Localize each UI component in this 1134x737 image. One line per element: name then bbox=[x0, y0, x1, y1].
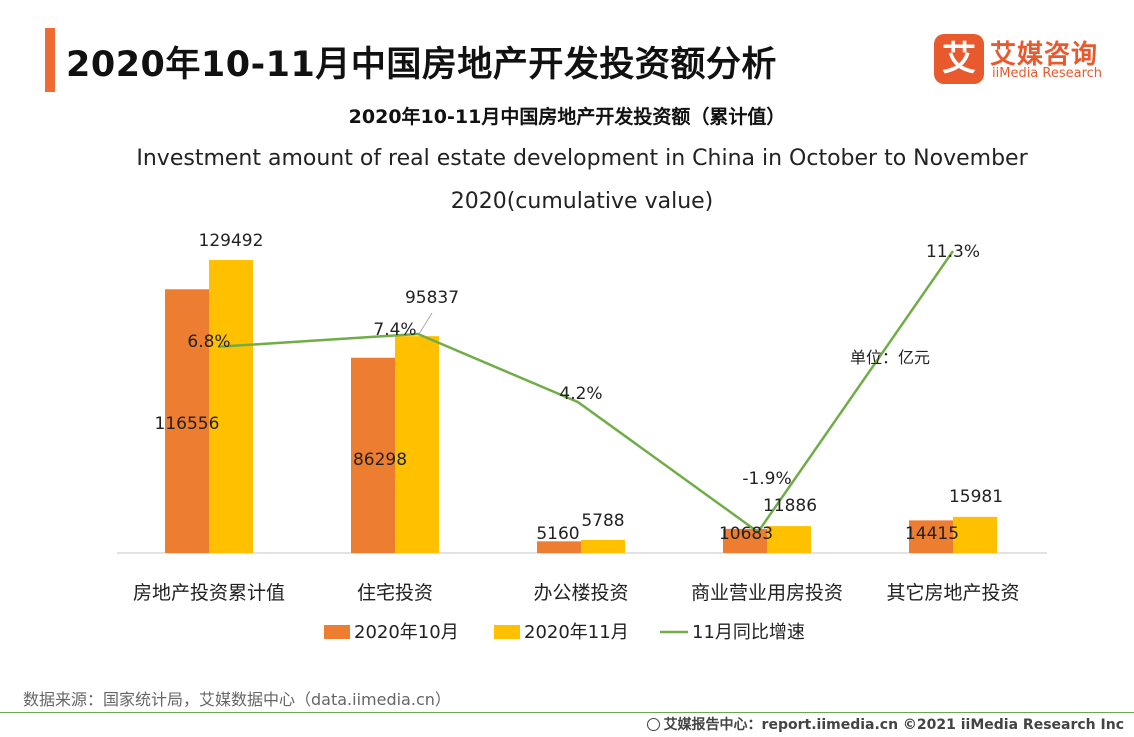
combo-chart: 116556 86298 5160 10683 14415 129492 95837 5788… bbox=[117, 231, 1047, 643]
footer-text: 艾媒报告中心：report.iimedia.cn ©2021 iiMedia R… bbox=[663, 717, 1124, 733]
bar-label-oct: 5160 bbox=[536, 524, 579, 544]
brand-logo: 艾 艾媒咨询 iiMedia Research bbox=[934, 34, 1119, 84]
line-label: 7.4% bbox=[373, 320, 416, 340]
category-label: 办公楼投资 bbox=[533, 582, 628, 604]
category-label: 商业营业用房投资 bbox=[691, 582, 843, 604]
growth-line bbox=[217, 250, 955, 534]
bar-oct bbox=[537, 541, 581, 553]
bar-label-oct: 14415 bbox=[905, 524, 959, 544]
bar-nov bbox=[953, 516, 997, 553]
unit-note: 单位：亿元 bbox=[850, 348, 930, 367]
line-label: -1.9% bbox=[742, 469, 791, 489]
bar-label-nov: 5788 bbox=[581, 511, 624, 531]
category-label: 其它房地产投资 bbox=[886, 582, 1019, 604]
line-label: 6.8% bbox=[187, 332, 230, 352]
bar-label-nov: 129492 bbox=[199, 231, 264, 251]
logo-name-en: iiMedia Research bbox=[992, 66, 1103, 81]
legend-label-line: 11月同比增速 bbox=[692, 622, 805, 643]
line-label: 4.2% bbox=[559, 384, 602, 404]
legend-label-nov: 2020年11月 bbox=[524, 622, 629, 643]
bar-oct bbox=[723, 528, 767, 553]
legend-swatch-nov bbox=[494, 625, 520, 639]
line-label: 11.3% bbox=[926, 242, 980, 262]
bar-oct bbox=[351, 357, 395, 553]
category-label: 房地产投资累计值 bbox=[133, 582, 285, 604]
bar-nov bbox=[209, 260, 253, 553]
bar-label-nov: 15981 bbox=[949, 487, 1003, 507]
label-leader-line bbox=[418, 312, 433, 335]
bar-label-oct: 10683 bbox=[719, 524, 773, 544]
bar-nov bbox=[395, 336, 439, 553]
chart-title: 2020年10-11月中国房地产开发投资额（累计值） bbox=[348, 106, 786, 128]
legend-label-oct: 2020年10月 bbox=[354, 622, 459, 643]
bar-label-oct: 86298 bbox=[353, 450, 407, 470]
data-source: 数据来源：国家统计局，艾媒数据中心（data.iimedia.cn） bbox=[23, 690, 451, 709]
page-title: 2020年10-11月中国房地产开发投资额分析 bbox=[66, 45, 777, 85]
logo-name-cn: 艾媒咨询 bbox=[990, 40, 1099, 70]
bar-label-nov: 11886 bbox=[763, 496, 817, 516]
bar-nov bbox=[581, 539, 625, 553]
chart-subtitle-en-2: 2020(cumulative value) bbox=[450, 189, 714, 214]
bar-label-nov: 95837 bbox=[405, 288, 459, 308]
bar-oct bbox=[909, 520, 953, 553]
legend-swatch-oct bbox=[324, 625, 350, 639]
globe-icon bbox=[646, 718, 660, 731]
chart-subtitle-en-1: Investment amount of real estate develop… bbox=[136, 146, 1028, 171]
logo-mark-icon: 艾 bbox=[934, 34, 984, 84]
bar-oct bbox=[165, 289, 209, 553]
footer-credit: 艾媒报告中心：report.iimedia.cn ©2021 iiMedia R… bbox=[646, 714, 1124, 734]
bar-label-oct: 116556 bbox=[155, 414, 220, 434]
footer-divider bbox=[0, 712, 1134, 713]
bar-nov bbox=[767, 526, 811, 553]
title-accent-bar bbox=[45, 28, 55, 92]
category-label: 住宅投资 bbox=[357, 582, 433, 604]
